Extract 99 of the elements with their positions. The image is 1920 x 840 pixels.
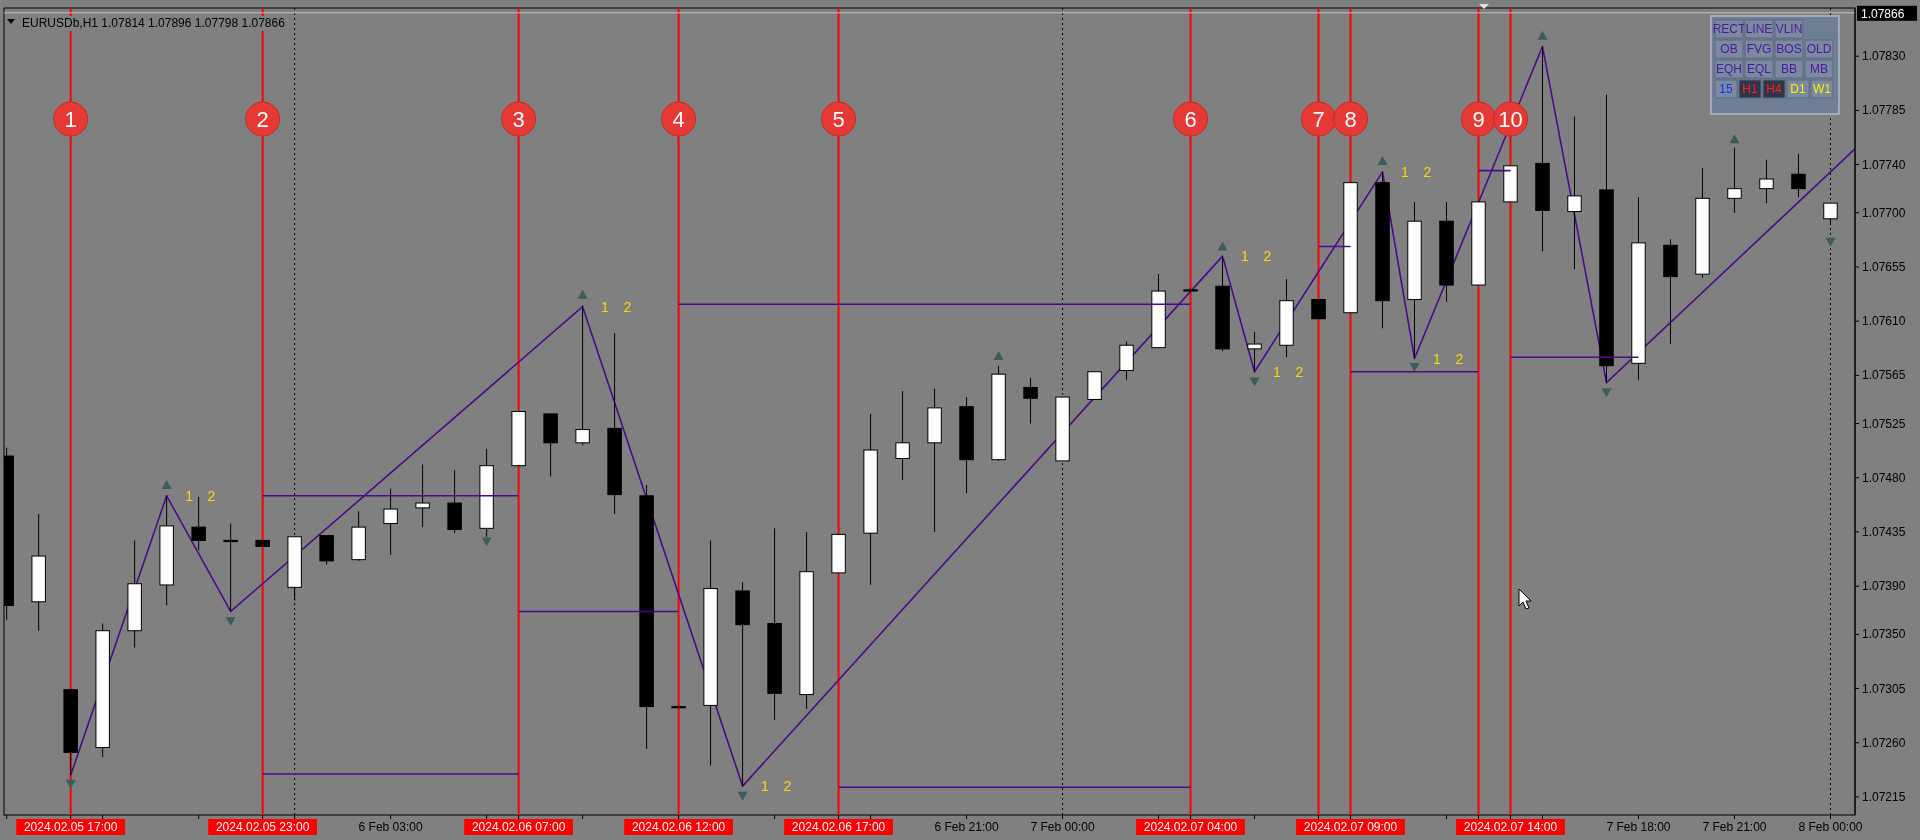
y-tick-label: 1.07435 (1862, 524, 1906, 539)
candlestick (1567, 115, 1582, 270)
y-tick-label: 1.07830 (1862, 49, 1906, 64)
annotation: 2 (1455, 350, 1464, 367)
annotation: 1 (1273, 363, 1282, 380)
x-tick-label: 2024.02.07 14:00 (1463, 820, 1558, 834)
x-tick-label: 8 Feb 00:00 (1798, 820, 1863, 834)
annotation: BOS (1776, 42, 1802, 56)
candlestick (1823, 202, 1838, 226)
candlestick (895, 390, 910, 481)
annotation: 1 (601, 298, 610, 315)
x-tick-label: 2024.02.05 23:00 (215, 820, 310, 834)
point (481, 537, 492, 547)
annotation: OB (1720, 42, 1738, 56)
x-tick-label: 2024.02.06 12:00 (631, 820, 726, 834)
ref-line-label: 9 (1472, 107, 1485, 132)
point (1409, 362, 1420, 372)
x-tick-label: 7 Feb 00:00 (1030, 820, 1095, 834)
candlestick (1311, 298, 1326, 320)
annotation: EQH (1715, 62, 1743, 76)
y-tick-label: 1.07260 (1862, 735, 1906, 750)
candlestick (191, 496, 206, 551)
x-tick-label: 2024.02.06 07:00 (471, 820, 566, 834)
y-tick-label: 1.07480 (1862, 470, 1906, 485)
point (993, 351, 1004, 361)
x-tick-label: 2024.02.06 17:00 (791, 820, 886, 834)
candlestick (1759, 159, 1774, 204)
ref-line-label: 10 (1498, 107, 1523, 132)
annotation: 1 (1401, 163, 1410, 180)
annotation: FVG (1746, 42, 1772, 56)
annotation: 2 (1423, 163, 1432, 180)
y-tick-label: 1.07655 (1862, 259, 1906, 274)
annotation: EQL (1746, 62, 1772, 76)
annotation: OLD (1806, 42, 1832, 56)
ref-line-label: 2 (256, 107, 269, 132)
annotation: 2 (1263, 248, 1272, 265)
annotation: H4 (1766, 82, 1782, 96)
point (225, 617, 236, 627)
ref-line-label: 8 (1344, 107, 1357, 132)
candlestick (223, 523, 238, 612)
y-tick-label: 1.07785 (1862, 103, 1906, 118)
annotation: D1 (1790, 82, 1806, 96)
candlestick (1247, 331, 1262, 373)
annotation: W1 (1813, 82, 1832, 96)
annotation: 1 (1433, 350, 1442, 367)
candlestick (415, 464, 430, 528)
candlestick (575, 305, 590, 446)
annotation: MB (1810, 62, 1828, 76)
x-tick-label: 2024.02.07 09:00 (1303, 820, 1398, 834)
x-tick-label: 7 Feb 18:00 (1606, 820, 1671, 834)
point (577, 289, 588, 299)
point (65, 779, 76, 789)
point (737, 791, 748, 801)
ref-line-label: 6 (1184, 107, 1197, 132)
y-tick-label: 1.07525 (1862, 416, 1906, 431)
annotation: 2 (783, 778, 792, 795)
annotation: RECT (1712, 22, 1746, 36)
point (1825, 237, 1836, 247)
x-tick-label: 2024.02.05 17:00 (23, 820, 118, 834)
ref-line-label: 1.07866 (1861, 6, 1905, 21)
y-tick-label: 1.07565 (1862, 368, 1906, 383)
point (1537, 30, 1548, 40)
x-tick-label: 6 Feb 03:00 (358, 820, 423, 834)
candlestick (1023, 377, 1038, 425)
annotation: 2 (623, 298, 632, 315)
candlestick (1727, 147, 1742, 214)
point (1249, 377, 1260, 387)
x-tick-label: 6 Feb 21:00 (934, 820, 999, 834)
annotation: 1 (1241, 248, 1250, 265)
annotation: 1 (185, 487, 194, 504)
y-tick-label: 1.07215 (1862, 789, 1906, 804)
ref-line-label: 5 (832, 107, 845, 132)
x-tick-label: 7 Feb 21:00 (1702, 820, 1767, 834)
y-tick-label: 1.07390 (1862, 579, 1906, 594)
point (1377, 155, 1388, 165)
y-tick-label: 1.07740 (1862, 157, 1906, 172)
text: EURUSDb,H1 1.07814 1.07896 1.07798 1.07866 (22, 16, 286, 30)
ref-line-label: 7 (1312, 107, 1325, 132)
ref-line-label: 3 (512, 107, 525, 132)
y-tick-label: 1.07350 (1862, 627, 1906, 642)
candlestick (383, 488, 398, 556)
annotation: H1 (1742, 82, 1758, 96)
annotation: 15 (1719, 82, 1733, 96)
candlestick (1791, 153, 1806, 198)
x-tick-label: 2024.02.07 04:00 (1143, 820, 1238, 834)
y-tick-label: 1.07610 (1862, 314, 1906, 329)
point (1729, 134, 1740, 144)
ref-line-label: 4 (672, 107, 685, 132)
ref-line-label: 1 (64, 107, 77, 132)
annotation: VLIN (1775, 22, 1803, 36)
point (161, 479, 172, 489)
annotation: BB (1780, 62, 1798, 76)
y-tick-label: 1.07305 (1862, 681, 1906, 696)
annotation: 2 (1295, 363, 1304, 380)
annotation: 2 (207, 487, 216, 504)
point (1601, 388, 1612, 398)
annotation: LINE (1745, 22, 1773, 36)
annotation: 1 (761, 778, 770, 795)
y-tick-label: 1.07700 (1862, 205, 1906, 220)
